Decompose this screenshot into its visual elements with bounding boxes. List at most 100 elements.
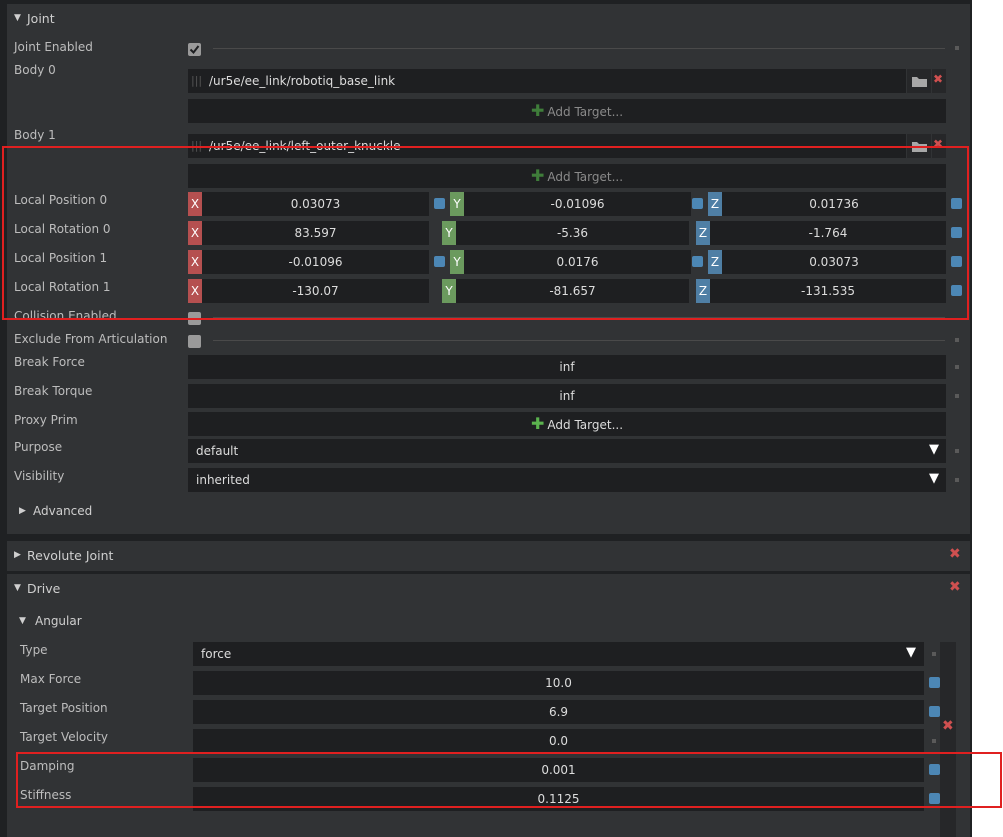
reset-default-button[interactable]	[692, 256, 703, 267]
collapse-triangle-icon: ▼	[14, 13, 21, 23]
axis-z-label: Z	[696, 221, 710, 245]
vector-row-label: Local Position 1	[14, 251, 108, 265]
vector-z-field[interactable]: 0.03073	[722, 250, 946, 274]
revolute-joint-title: Revolute Joint	[27, 548, 114, 563]
body0-path-field[interactable]: ||| /ur5e/ee_link/robotiq_base_link	[188, 69, 906, 93]
reset-indicator[interactable]	[955, 394, 959, 398]
plus-icon: ✚	[530, 166, 545, 185]
drag-handle-icon[interactable]: |||	[191, 74, 203, 87]
reset-default-button[interactable]	[951, 285, 962, 296]
reset-indicator[interactable]	[932, 739, 936, 743]
close-icon[interactable]: ✖	[942, 718, 954, 734]
plus-icon: ✚	[530, 101, 545, 120]
collapse-triangle-icon: ▼	[14, 583, 21, 593]
vector-x-field[interactable]: -130.07	[202, 279, 429, 303]
joint-enabled-label: Joint Enabled	[14, 40, 93, 54]
close-icon[interactable]: ✖	[949, 546, 961, 562]
revolute-joint-header[interactable]: ▶ Revolute Joint ✖	[7, 541, 970, 571]
type-dropdown[interactable]: force ▼	[193, 642, 924, 666]
axis-z-label: Z	[708, 192, 722, 216]
highlight-box-local-transforms	[2, 146, 969, 320]
body0-path-text: /ur5e/ee_link/robotiq_base_link	[209, 74, 396, 88]
reset-indicator[interactable]	[955, 338, 959, 342]
joint-enabled-checkbox[interactable]	[188, 43, 201, 56]
body0-browse-button[interactable]	[907, 69, 931, 93]
reset-default-button[interactable]	[929, 793, 940, 804]
angular-header[interactable]: ▼ Angular	[14, 612, 214, 632]
separator-line	[213, 340, 945, 341]
checkmark-icon	[189, 45, 200, 55]
vector-y-field[interactable]: -5.36	[456, 221, 689, 245]
reset-default-button[interactable]	[434, 198, 445, 209]
vector-z-field[interactable]: 0.01736	[722, 192, 946, 216]
visibility-value: inherited	[196, 473, 250, 487]
vector-row-label: Local Position 0	[14, 193, 108, 207]
advanced-label: Advanced	[33, 504, 93, 518]
axis-y-label: Y	[450, 250, 464, 274]
axis-y-label: Y	[450, 192, 464, 216]
reset-indicator[interactable]	[955, 478, 959, 482]
body0-clear-button[interactable]: ✖	[932, 69, 946, 93]
body1-add-target-button[interactable]: ✚ Add Target...	[188, 164, 946, 188]
vector-x-field[interactable]: -0.01096	[202, 250, 429, 274]
axis-z-label: Z	[696, 279, 710, 303]
axis-x-label: X	[188, 279, 202, 303]
reset-indicator[interactable]	[932, 652, 936, 656]
collapse-triangle-icon: ▼	[19, 616, 26, 626]
reset-indicator[interactable]	[955, 365, 959, 369]
exclude-articulation-checkbox[interactable]	[188, 335, 201, 348]
separator-line	[213, 48, 945, 49]
reset-default-button[interactable]	[951, 198, 962, 209]
body0-add-target-button[interactable]: ✚ Add Target...	[188, 99, 946, 123]
reset-default-button[interactable]	[692, 198, 703, 209]
reset-default-button[interactable]	[929, 706, 940, 717]
axis-y-label: Y	[442, 279, 456, 303]
vector-z-field[interactable]: -1.764	[710, 221, 946, 245]
target-velocity-field[interactable]: 0.0	[193, 729, 924, 753]
vector-x-field[interactable]: 83.597	[202, 221, 429, 245]
vector-y-field[interactable]: 0.0176	[464, 250, 691, 274]
axis-z-label: Z	[708, 250, 722, 274]
break-force-field[interactable]: inf	[188, 355, 946, 379]
visibility-dropdown[interactable]: inherited ▼	[188, 468, 946, 492]
reset-default-button[interactable]	[929, 764, 940, 775]
axis-x-label: X	[188, 221, 202, 245]
target-position-field[interactable]: 6.9	[193, 700, 924, 724]
visibility-label: Visibility	[14, 469, 65, 483]
reset-indicator[interactable]	[955, 46, 959, 50]
close-icon[interactable]: ✖	[949, 579, 961, 595]
reset-default-button[interactable]	[434, 256, 445, 267]
break-torque-field[interactable]: inf	[188, 384, 946, 408]
proxy-prim-label: Proxy Prim	[14, 413, 78, 427]
vector-z-field[interactable]: -131.535	[710, 279, 946, 303]
stiffness-label: Stiffness	[20, 788, 72, 802]
proxy-prim-add-target-button[interactable]: ✚ Add Target...	[188, 412, 946, 436]
exclude-articulation-label: Exclude From Articulation	[14, 332, 168, 346]
reset-default-button[interactable]	[951, 227, 962, 238]
joint-header[interactable]: ▼ Joint	[7, 4, 970, 34]
vector-x-field[interactable]: 0.03073	[202, 192, 429, 216]
max-force-label: Max Force	[20, 672, 82, 686]
drag-handle-icon[interactable]: |||	[191, 139, 203, 152]
reset-default-button[interactable]	[951, 256, 962, 267]
break-force-label: Break Force	[14, 355, 85, 369]
drive-header[interactable]: ▼ Drive ✖	[7, 574, 970, 604]
purpose-dropdown[interactable]: default ▼	[188, 439, 946, 463]
reset-default-button[interactable]	[929, 677, 940, 688]
max-force-field[interactable]: 10.0	[193, 671, 924, 695]
advanced-header[interactable]: ▶ Advanced	[14, 502, 214, 522]
body1-label: Body 1	[14, 128, 56, 142]
vector-y-field[interactable]: -81.657	[456, 279, 689, 303]
angular-title: Angular	[35, 614, 82, 628]
folder-icon	[912, 77, 927, 87]
vector-y-field[interactable]: -0.01096	[464, 192, 691, 216]
expand-triangle-icon: ▶	[19, 506, 26, 516]
damping-field[interactable]: 0.001	[193, 758, 924, 782]
reset-indicator[interactable]	[955, 449, 959, 453]
target-velocity-label: Target Velocity	[20, 730, 109, 744]
body0-label: Body 0	[14, 63, 56, 77]
drive-title: Drive	[27, 581, 61, 596]
close-icon: ✖	[933, 72, 944, 86]
caret-down-icon: ▼	[906, 645, 916, 660]
vector-row-label: Local Rotation 1	[14, 280, 111, 294]
